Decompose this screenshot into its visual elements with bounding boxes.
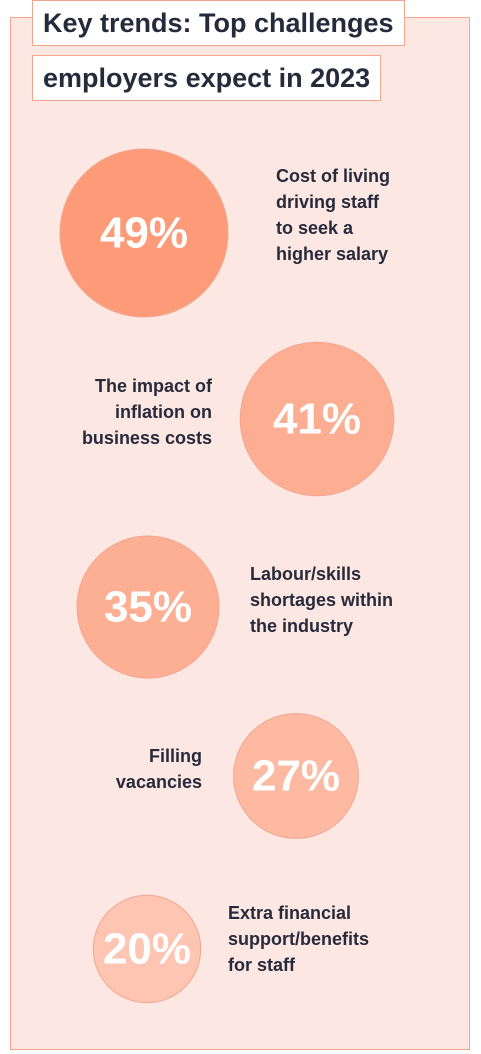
bubble-label-3: Labour/skills shortages within the industr…	[250, 564, 393, 636]
bubble-5	[92, 894, 202, 1004]
title-line-2: employers expect in 2023	[32, 55, 382, 101]
bubble-label-line: business costs	[82, 428, 212, 448]
bubble-value-5: 20%	[103, 925, 191, 974]
bubble-label-line: shortages within	[250, 590, 393, 610]
bubble-2	[239, 341, 395, 497]
bubble-4	[233, 713, 359, 839]
bubble-value-3: 35%	[104, 583, 192, 632]
bubble-label-line: the industry	[250, 616, 353, 636]
bubble-1	[59, 148, 229, 318]
bubble-label-2: The impact of inflation on business costs	[82, 376, 213, 448]
bubble-label-line: The impact of	[95, 376, 213, 396]
bubble-label-5: Extra financial support/benefits for staff	[228, 903, 369, 975]
bubble-label-line: to seek a	[276, 218, 354, 238]
bubble-label-line: support/benefits	[228, 929, 369, 949]
bubble-label-line: Extra financial	[228, 903, 351, 923]
bubble-label-line: Filling	[149, 746, 202, 766]
bubble-label-4: Filling vacancies	[116, 746, 202, 792]
bubble-3	[76, 535, 220, 679]
bubble-label-1: Cost of living driving staff to seek a high…	[276, 166, 390, 264]
bubble-label-line: inflation on	[115, 402, 212, 422]
bubble-value-4: 27%	[252, 752, 340, 801]
bubble-label-line: driving staff	[276, 192, 380, 212]
bubble-label-line: Labour/skills	[250, 564, 361, 584]
bubble-label-line: Cost of living	[276, 166, 390, 186]
bubble-label-line: vacancies	[116, 772, 202, 792]
bubble-value-1: 49%	[100, 209, 188, 258]
title-line-1: Key trends: Top challenges	[32, 0, 405, 46]
bubble-value-2: 41%	[273, 395, 361, 444]
bubble-label-line: higher salary	[276, 244, 388, 264]
bubble-label-line: for staff	[228, 955, 296, 975]
